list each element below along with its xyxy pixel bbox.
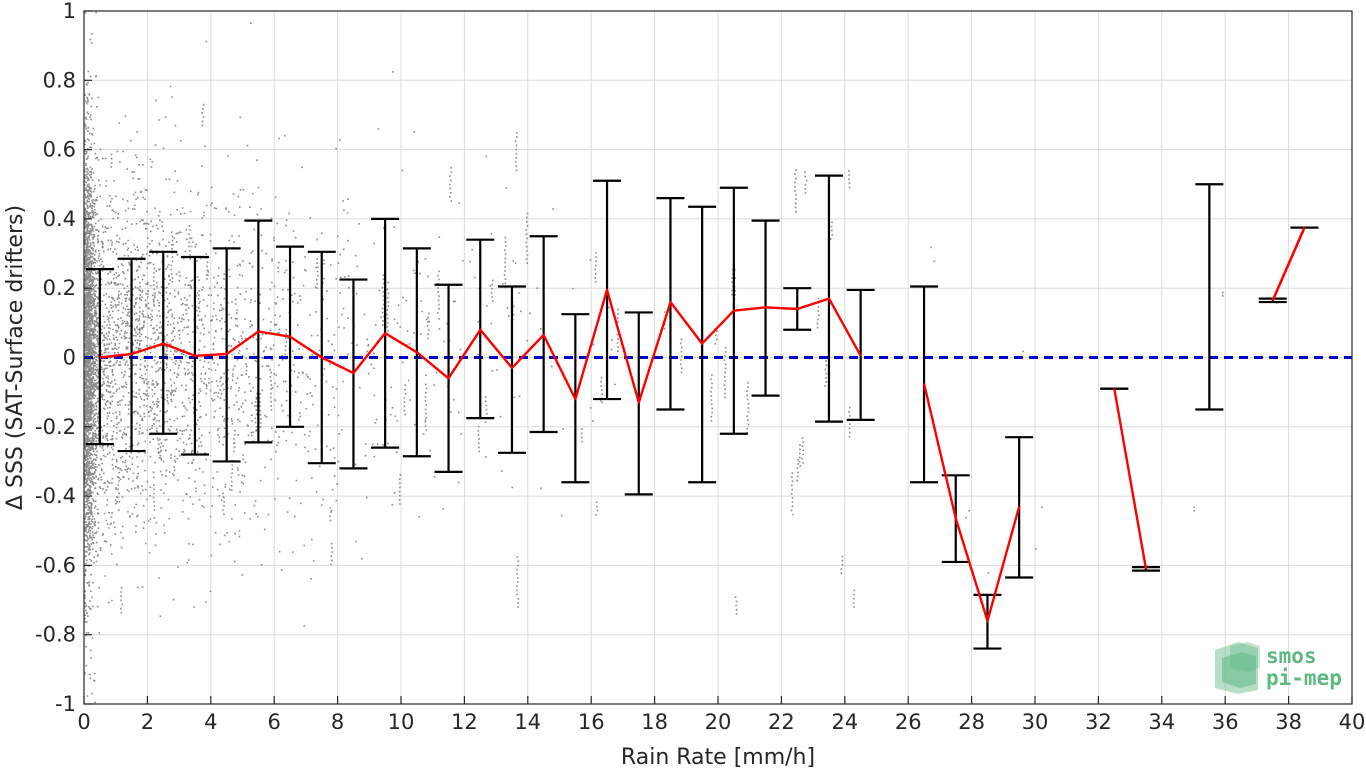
logo-icon — [1215, 642, 1260, 694]
y-tick-label: 0.4 — [43, 207, 76, 231]
x-tick-label: 38 — [1275, 710, 1302, 734]
mean-line-segment — [99, 288, 862, 404]
logo-text-line1: smos — [1266, 644, 1317, 668]
x-tick-label: 2 — [141, 710, 154, 734]
x-tick-label: 16 — [578, 710, 605, 734]
x-tick-label: 8 — [331, 710, 344, 734]
error-bars — [85, 174, 1319, 650]
x-tick-label: 26 — [895, 710, 922, 734]
x-tick-label: 22 — [768, 710, 795, 734]
x-tick-label: 4 — [204, 710, 217, 734]
mean-line-segment — [1271, 227, 1306, 301]
y-tick-label: 0 — [63, 346, 76, 370]
x-tick-label: 0 — [77, 710, 90, 734]
mean-line-segment — [1113, 388, 1148, 570]
y-tick-label: -0.4 — [35, 484, 76, 508]
y-tick-label: 0.2 — [43, 276, 76, 300]
x-tick-label: 30 — [1022, 710, 1049, 734]
error-bar — [497, 285, 526, 454]
x-axis-label: Rain Rate [mm/h] — [621, 745, 815, 769]
x-tick-labels: 0 2 4 6 8 10 12 14 16 18 20 22 24 26 28 30 32 34 36 38 40 — [77, 696, 1365, 734]
x-tick-label: 32 — [1085, 710, 1112, 734]
x-tick-label: 24 — [831, 710, 858, 734]
x-tick-label: 6 — [268, 710, 281, 734]
error-bar — [1195, 183, 1224, 411]
x-tick-label: 36 — [1212, 710, 1239, 734]
y-tick-label: 1 — [63, 0, 76, 23]
x-tick-label: 10 — [388, 710, 415, 734]
y-axis-label: Δ SSS (SAT-Surface drifters) — [3, 205, 28, 510]
x-tick-label: 40 — [1339, 710, 1366, 734]
x-tick-label: 28 — [958, 710, 985, 734]
y-tick-label: 0.6 — [43, 138, 76, 162]
x-tick-label: 18 — [641, 710, 668, 734]
y-tick-label: -0.8 — [35, 623, 76, 647]
x-tick-label: 20 — [705, 710, 732, 734]
mean-line — [99, 227, 1306, 622]
y-tick-labels: -1 -0.8 -0.6 -0.4 -0.2 0 0.2 0.4 0.6 0.8 1 — [35, 0, 92, 716]
mean-line-segment — [922, 383, 1021, 622]
y-tick-label: 0.8 — [43, 68, 76, 92]
smos-pi-mep-logo: smos pi-mep — [1215, 642, 1342, 694]
y-tick-label: -1 — [55, 692, 76, 716]
x-tick-label: 12 — [451, 710, 478, 734]
y-tick-label: -0.2 — [35, 415, 76, 439]
x-tick-label: 34 — [1148, 710, 1175, 734]
x-tick-label: 14 — [514, 710, 541, 734]
y-tick-label: -0.6 — [35, 553, 76, 577]
logo-text-line2: pi-mep — [1266, 666, 1342, 690]
